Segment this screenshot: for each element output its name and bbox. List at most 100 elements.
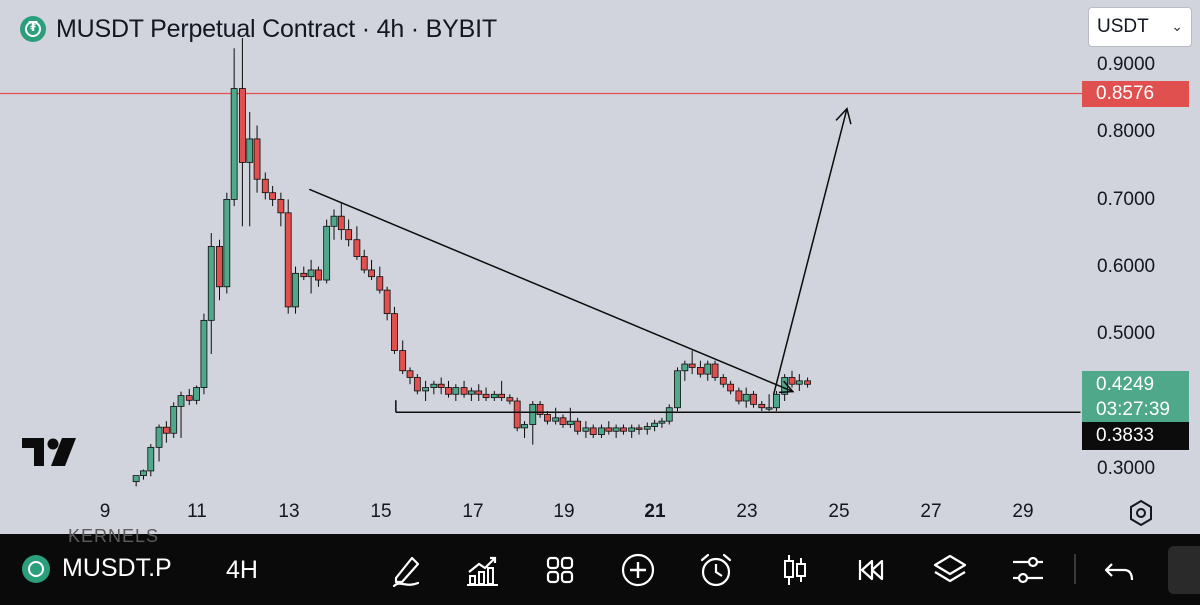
replay-rewind-icon[interactable] (852, 550, 892, 590)
candle-up (452, 387, 460, 395)
projection-arrow (772, 108, 848, 395)
date-tick: 11 (187, 501, 207, 522)
date-tick: 29 (1012, 501, 1034, 522)
date-tick: 19 (553, 501, 575, 522)
date-tick-highlighted: 21 (644, 501, 666, 522)
candle-down (391, 313, 398, 352)
candle-up (422, 387, 430, 392)
candle-up (674, 370, 681, 409)
projection-arrowhead (835, 107, 852, 125)
candle-down (460, 387, 468, 395)
toolbar-divider (1074, 554, 1076, 584)
chart-settings-icon[interactable] (1127, 499, 1155, 527)
settings-sliders-icon[interactable] (1008, 550, 1048, 590)
candle-down (559, 417, 567, 425)
price-tick: 0.7000 (1097, 189, 1156, 210)
candle-down (399, 350, 407, 372)
price-tick: 0.9000 (1097, 54, 1156, 75)
candle-up (665, 407, 673, 422)
candle-down (711, 363, 719, 378)
candle-down (536, 403, 544, 415)
candle-up (742, 393, 750, 402)
alert-clock-icon[interactable] (696, 550, 736, 590)
ghost-text: KERNELS (68, 526, 160, 546)
candle-up (323, 225, 331, 281)
layout-grid-icon[interactable] (540, 550, 580, 590)
candle-down (804, 380, 811, 385)
candle-down (719, 377, 727, 385)
chart-pane[interactable]: ₮ MUSDT Perpetual Contract · 4h · BYBIT … (0, 0, 1200, 534)
candle-up (155, 426, 163, 448)
candle-down (506, 397, 514, 402)
candle-down (277, 198, 285, 214)
candle-up (140, 470, 147, 476)
candle-up (246, 138, 254, 163)
candle-down (376, 276, 384, 291)
candle-down (735, 390, 743, 402)
indicators-icon[interactable] (463, 550, 503, 590)
candle-down (727, 383, 735, 392)
candles-icon[interactable] (775, 550, 815, 590)
candle-down (269, 192, 277, 200)
candle-down (697, 366, 704, 375)
bottom-toolbar: KERNELS MUSDT.P 4H (0, 526, 1200, 605)
side-panel-handle[interactable] (1168, 546, 1200, 594)
price-tick: 0.5000 (1097, 323, 1156, 344)
candle-down (750, 393, 757, 405)
candle-down (589, 427, 597, 436)
candle-up (223, 198, 231, 288)
add-plus-icon[interactable] (618, 550, 658, 590)
candle-up (765, 407, 773, 410)
support-price-badge: 0.3833 (1082, 422, 1189, 450)
candle-down (315, 269, 322, 281)
candle-down (162, 426, 170, 434)
last-price: 0.4249 (1096, 374, 1155, 395)
date-tick: 25 (828, 501, 850, 522)
candle-down (635, 427, 643, 430)
candle-down (788, 377, 796, 385)
candle-down (475, 390, 483, 395)
interval-selector[interactable]: 4H (226, 556, 258, 584)
candle-up (193, 387, 201, 401)
candle-up (170, 405, 178, 434)
tether-logo-icon (22, 554, 50, 583)
tether-logo-icon: ₮ (20, 16, 46, 42)
last-price-badge: 0.4249 03:27:39 (1082, 371, 1189, 423)
date-tick: 23 (736, 501, 758, 522)
candle-down (216, 246, 223, 288)
candle-up (582, 427, 590, 432)
candle-up (200, 319, 208, 388)
price-tick: 0.3000 (1097, 458, 1156, 479)
candle-up (643, 426, 651, 430)
candle-up (467, 390, 475, 395)
trendline-arrowhead (778, 380, 795, 394)
candle-down (498, 393, 506, 399)
alert-price-badge[interactable]: 0.8576 (1082, 81, 1189, 107)
layers-icon[interactable] (930, 550, 970, 590)
candle-down (185, 395, 193, 401)
candle-up (773, 393, 780, 409)
candle-down (574, 420, 582, 432)
trendline (308, 188, 794, 393)
candle-up (490, 393, 498, 399)
symbol-selector[interactable]: MUSDT.P (22, 554, 172, 583)
candle-up (207, 246, 215, 321)
currency-dropdown[interactable]: USDT ⌄ (1088, 7, 1192, 47)
price-tick: 0.6000 (1097, 256, 1156, 277)
currency-value: USDT (1097, 16, 1149, 37)
candle-down (758, 403, 766, 409)
candle-down (261, 178, 269, 194)
candle-down (368, 269, 375, 278)
candle-down (544, 414, 551, 422)
date-tick: 17 (462, 501, 484, 522)
chart-title: MUSDT Perpetual Contract · 4h · BYBIT (56, 14, 497, 43)
candle-up (612, 427, 620, 432)
candle-up (704, 363, 712, 375)
price-chart[interactable] (0, 0, 1200, 534)
candle-up (628, 427, 636, 432)
candle-up (132, 475, 140, 483)
candle-down (284, 212, 292, 308)
date-tick: 15 (370, 501, 392, 522)
drawing-brush-icon[interactable] (386, 550, 426, 590)
undo-arrow-icon[interactable] (1100, 550, 1140, 590)
